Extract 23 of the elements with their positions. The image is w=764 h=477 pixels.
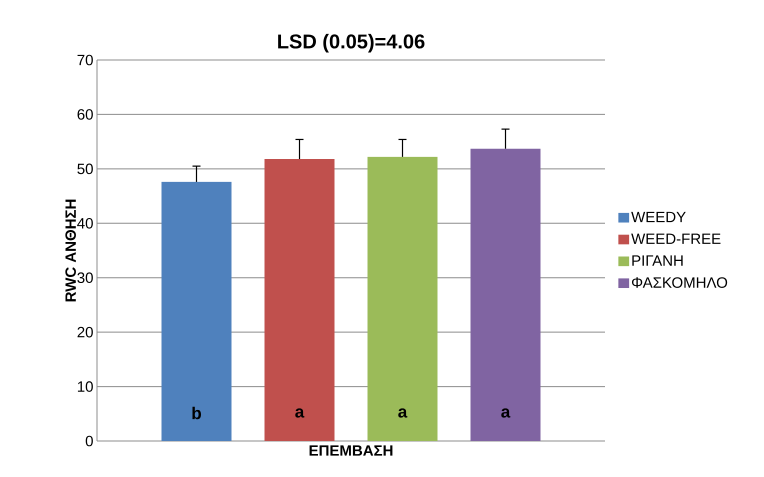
bar (264, 159, 335, 441)
legend-label: WEED-FREE (631, 234, 720, 244)
x-axis-title: ΕΠΕΜΒΑΣΗ (310, 445, 392, 456)
y-tick-label: 50 (77, 164, 93, 174)
legend-label: WEEDY (631, 212, 686, 222)
annotation: b (192, 406, 201, 420)
annotation: a (295, 408, 304, 418)
bar (162, 182, 232, 441)
bar (368, 156, 438, 441)
y-tick-label: 40 (77, 218, 93, 229)
chart-title: LSD (0.05)=4.06 (278, 34, 424, 53)
y-tick-label: 20 (78, 326, 93, 338)
legend-label: ΡΙΓΑΝΗ (632, 255, 683, 266)
y-axis-title: RWC ΑΝΘΗΣΗ (65, 200, 76, 302)
legend-label: ΦΑΣΚΟΜΗΛΟ (632, 277, 728, 288)
y-tick-label: 10 (78, 381, 93, 392)
annotation: a (398, 408, 408, 418)
y-tick-label: 30 (77, 272, 93, 284)
annotation: a (501, 408, 510, 418)
bar (470, 148, 541, 441)
y-tick-label: 60 (78, 109, 93, 120)
y-tick-label: 0 (86, 436, 93, 446)
y-tick-label: 70 (78, 54, 93, 66)
